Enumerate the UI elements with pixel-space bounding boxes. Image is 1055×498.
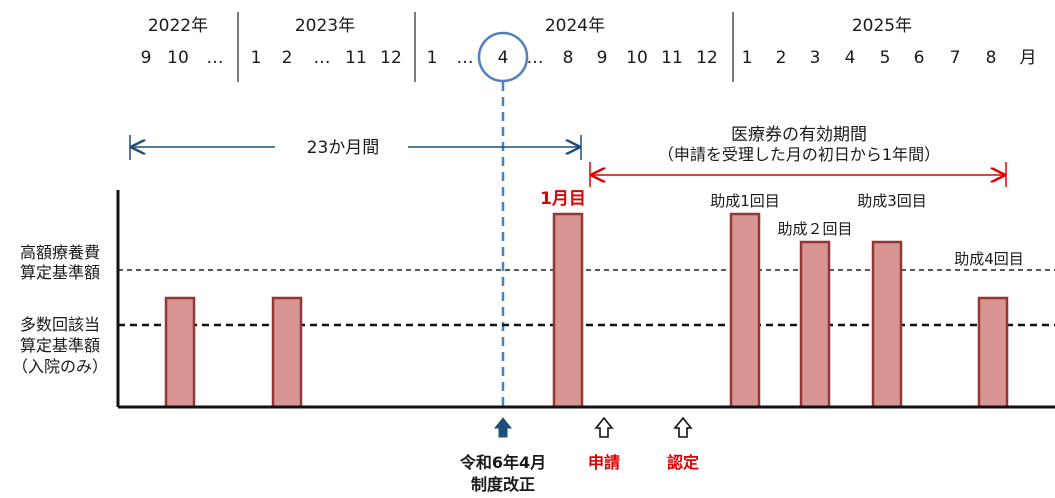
month-tick: 9 xyxy=(597,48,608,68)
month-tick-highlighted: 4 xyxy=(498,48,509,68)
subsidy-2-label: 助成２回目 xyxy=(777,220,852,238)
subsidy-1-label: 助成1回目 xyxy=(710,192,780,210)
upper-label-line1: 高額療養費 xyxy=(20,243,100,262)
month-tick: 5 xyxy=(880,48,891,68)
month-tick: 10 xyxy=(626,48,648,68)
month-tick: 8 xyxy=(563,48,574,68)
first-month-label: 1月目 xyxy=(540,189,586,209)
apply-marker: 申請 xyxy=(588,416,620,472)
reform-label-line1: 令和6年4月 xyxy=(459,453,546,472)
up-arrow-icon xyxy=(493,417,513,438)
month-tick: 11 xyxy=(345,48,367,68)
month-tick: 2 xyxy=(776,48,787,68)
month-tick: 10 xyxy=(167,48,189,68)
certify-marker: 認定 xyxy=(667,416,699,472)
month-tick: 1 xyxy=(251,48,262,68)
bar xyxy=(164,296,196,409)
month-tick: 12 xyxy=(696,48,718,68)
lower-label-line1: 多数回該当 xyxy=(20,315,100,334)
bar xyxy=(271,296,303,409)
lower-label-line2: 算定基準額 xyxy=(20,336,100,355)
year-label-2023: 2023年 xyxy=(295,16,355,36)
up-arrow-icon xyxy=(594,416,614,438)
month-tick: … xyxy=(207,48,224,68)
month-tick: 11 xyxy=(661,48,683,68)
upper-threshold-label: 高額療養費 算定基準額 xyxy=(20,243,100,282)
certify-label: 認定 xyxy=(667,453,699,472)
bar-first-month xyxy=(552,212,584,409)
bar-subsidy-3 xyxy=(871,240,903,409)
reform-marker: 令和6年4月 制度改正 xyxy=(459,417,546,494)
month-tick: 9 xyxy=(141,48,152,68)
lower-threshold-label: 多数回該当 算定基準額 （入院のみ） xyxy=(12,315,108,376)
month-tick: … xyxy=(314,48,331,68)
month-tick: 7 xyxy=(950,48,961,68)
month-tick: 12 xyxy=(380,48,402,68)
subsidy-4-label: 助成4回目 xyxy=(954,250,1024,268)
lookback-span: 23か月間 xyxy=(129,135,582,160)
month-tick: 6 xyxy=(914,48,925,68)
year-label-2022: 2022年 xyxy=(148,16,208,36)
validity-span: 医療券の有効期間 （申請を受理した月の初日から1年間） xyxy=(589,125,1007,187)
lower-label-line3: （入院のみ） xyxy=(12,357,108,376)
bar-subsidy-1 xyxy=(729,212,761,409)
bars xyxy=(164,212,1009,409)
month-tick: 1 xyxy=(742,48,753,68)
month-unit: 月 xyxy=(1020,48,1037,68)
year-label-2025: 2025年 xyxy=(852,16,912,36)
validity-title: 医療券の有効期間 xyxy=(731,125,867,145)
timeline-header: 2022年 2023年 2024年 2025年 9 10 … 1 2 … 11 … xyxy=(141,12,1037,83)
up-arrow-icon xyxy=(673,416,693,438)
bar-subsidy-4 xyxy=(977,296,1009,409)
month-tick: 8 xyxy=(986,48,997,68)
year-label-2024: 2024年 xyxy=(545,16,605,36)
upper-label-line2: 算定基準額 xyxy=(20,263,100,282)
lookback-label: 23か月間 xyxy=(307,138,380,158)
apply-label: 申請 xyxy=(588,453,620,472)
subsidy-3-label: 助成3回目 xyxy=(857,192,927,210)
month-tick: … xyxy=(457,48,474,68)
month-tick: 4 xyxy=(845,48,856,68)
validity-subtitle: （申請を受理した月の初日から1年間） xyxy=(658,145,940,164)
highlight-circle xyxy=(477,31,529,83)
month-row: 9 10 … 1 2 … 11 12 1 … 4 … 8 9 10 11 12 … xyxy=(141,48,1037,68)
month-tick: 1 xyxy=(427,48,438,68)
month-tick: 2 xyxy=(282,48,293,68)
reform-label-line2: 制度改正 xyxy=(471,475,535,494)
month-tick: … xyxy=(527,48,544,68)
bar-subsidy-2 xyxy=(799,240,831,409)
month-tick: 3 xyxy=(810,48,821,68)
